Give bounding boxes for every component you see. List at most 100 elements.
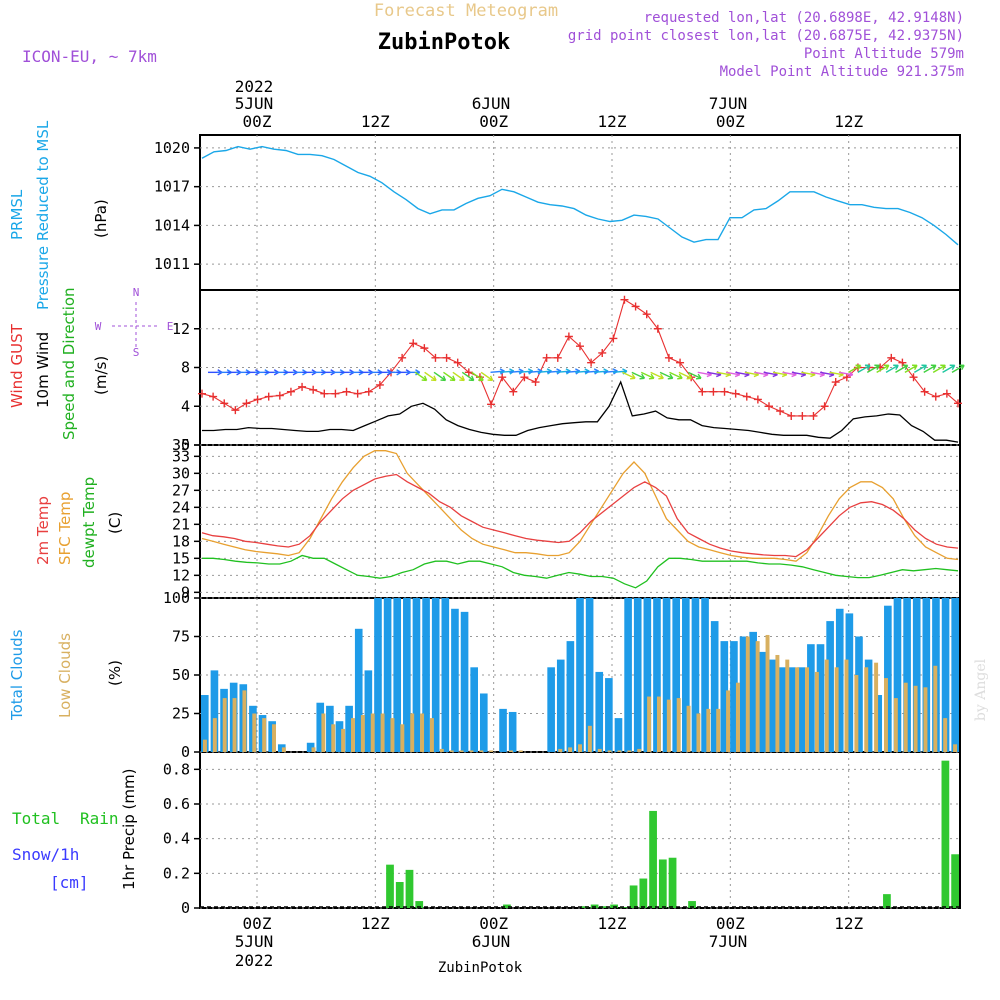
wind-direction-arrow: [499, 370, 514, 374]
total-cloud-bar: [816, 644, 825, 752]
wind-direction-arrow: [763, 371, 778, 376]
gust-marker: [286, 387, 295, 396]
total-cloud-bar: [326, 705, 334, 752]
y-tick-label: 0.2: [163, 864, 190, 882]
total-cloud-bar: [845, 613, 854, 752]
total-cloud-bar: [431, 598, 440, 752]
gust-marker: [431, 353, 440, 362]
low-cloud-bar: [272, 724, 276, 752]
wind-direction-arrowhead: [893, 364, 899, 371]
wind-direction-arrow: [932, 364, 946, 373]
low-cloud-bar: [311, 747, 316, 752]
bottom-hour-tick: 00Z: [479, 914, 508, 933]
wind-direction-arrowhead: [449, 375, 456, 382]
rain-bar: [405, 869, 414, 908]
wind-direction-arrowhead: [686, 373, 693, 380]
total-cloud-bar: [614, 718, 623, 752]
wind-direction-arrow: [414, 371, 428, 381]
pressure-label-2: Pressure Reduced to MSL: [34, 120, 52, 310]
wind-direction-arrow: [650, 371, 664, 379]
gust-marker: [364, 387, 373, 396]
total-cloud-bar: [403, 598, 411, 752]
wind-direction-arrow: [584, 370, 599, 374]
wind-direction-arrow: [725, 371, 740, 376]
gust-marker: [742, 392, 751, 401]
wind-direction-arrow: [443, 371, 456, 381]
wind-direction-arrowhead: [874, 364, 880, 371]
y-tick-label: 18: [172, 532, 190, 550]
total-cloud-bar: [460, 611, 469, 752]
y-tick-label: 1020: [154, 139, 190, 157]
gust-marker: [275, 391, 284, 400]
wind-direction-arrow: [594, 370, 609, 374]
total-cloud-bar: [393, 598, 402, 752]
low-cloud-bar: [953, 744, 958, 752]
compass-north: N: [133, 286, 140, 299]
total-cloud-bar: [412, 598, 421, 752]
wind-direction-arrow: [782, 371, 797, 376]
total-cloud-bar: [874, 695, 883, 752]
gust-marker: [353, 389, 362, 398]
total-cloud-bar: [855, 636, 863, 752]
rain-bar: [629, 885, 638, 908]
clouds-unit: (%): [106, 660, 124, 686]
gust-marker: [564, 332, 573, 341]
compass-south: S: [133, 346, 140, 359]
wind-direction-arrow: [829, 371, 844, 376]
low-cloud-bar: [469, 750, 474, 752]
wind-direction-arrow: [490, 370, 505, 374]
gust-marker: [442, 353, 451, 362]
total-cloud-bar: [335, 721, 344, 752]
low-cloud-bar: [321, 713, 326, 752]
y-tick-label: 1017: [154, 178, 190, 196]
low-cloud-bar: [420, 713, 425, 752]
wind-direction-arrow: [876, 364, 890, 373]
low-cloud-bar: [508, 750, 513, 752]
y-tick-label: 24: [172, 498, 190, 516]
low-cloud-bar: [351, 718, 355, 752]
total-cloud-bar: [864, 659, 873, 752]
wind-direction-arrow: [471, 371, 484, 381]
pressure-line: [201, 145, 959, 246]
low-cloud-bar: [578, 744, 582, 752]
y-tick-label: 35: [172, 436, 190, 454]
top-hour-tick: 00Z: [716, 112, 745, 131]
gust-marker: [898, 358, 907, 367]
wind-unit: (m/s): [92, 356, 110, 395]
total-cloud-bar: [730, 641, 738, 752]
total-cloud-bar: [835, 608, 844, 752]
low-cloud-bar: [893, 698, 898, 752]
wind-direction-arrow: [810, 371, 825, 376]
low-cloud-bar: [252, 713, 257, 752]
wind-direction-arrow: [452, 371, 465, 381]
low-cloud-bar: [597, 748, 602, 752]
low-cloud-bar: [884, 678, 888, 752]
gust-marker: [298, 382, 307, 391]
low-cloud-bar: [331, 724, 336, 752]
bottom-day-3: 7JUN: [709, 932, 748, 951]
total-cloud-bar: [566, 641, 575, 752]
total-cloud-bar: [912, 598, 921, 752]
wind-direction-arrow: [424, 371, 437, 381]
total-cloud-bar: [470, 667, 478, 752]
wind-direction-arrow: [735, 371, 750, 376]
total-cloud-bar: [624, 598, 632, 752]
wind-direction-arrowhead: [459, 375, 465, 382]
gust-marker: [409, 339, 418, 348]
wind-direction-arrowhead: [902, 364, 909, 371]
total-cloud-bar: [508, 711, 517, 752]
total-cloud-bar: [797, 667, 806, 752]
wind-direction-arrowhead: [883, 364, 890, 371]
low-cloud-bar: [775, 654, 780, 752]
low-cloud-bar: [824, 659, 829, 752]
y-tick-label: 8: [181, 359, 190, 377]
rain-bar: [941, 760, 950, 908]
y-tick-label: 0: [181, 899, 190, 917]
wind-direction-arrow: [951, 364, 965, 373]
bottom-hour-tick: 00Z: [716, 914, 745, 933]
gust-marker: [620, 295, 629, 304]
gust-marker: [954, 399, 962, 408]
y-tick-label: 30: [172, 464, 190, 482]
wind-direction-arrow: [857, 364, 871, 373]
temp-unit: (C): [106, 512, 124, 534]
